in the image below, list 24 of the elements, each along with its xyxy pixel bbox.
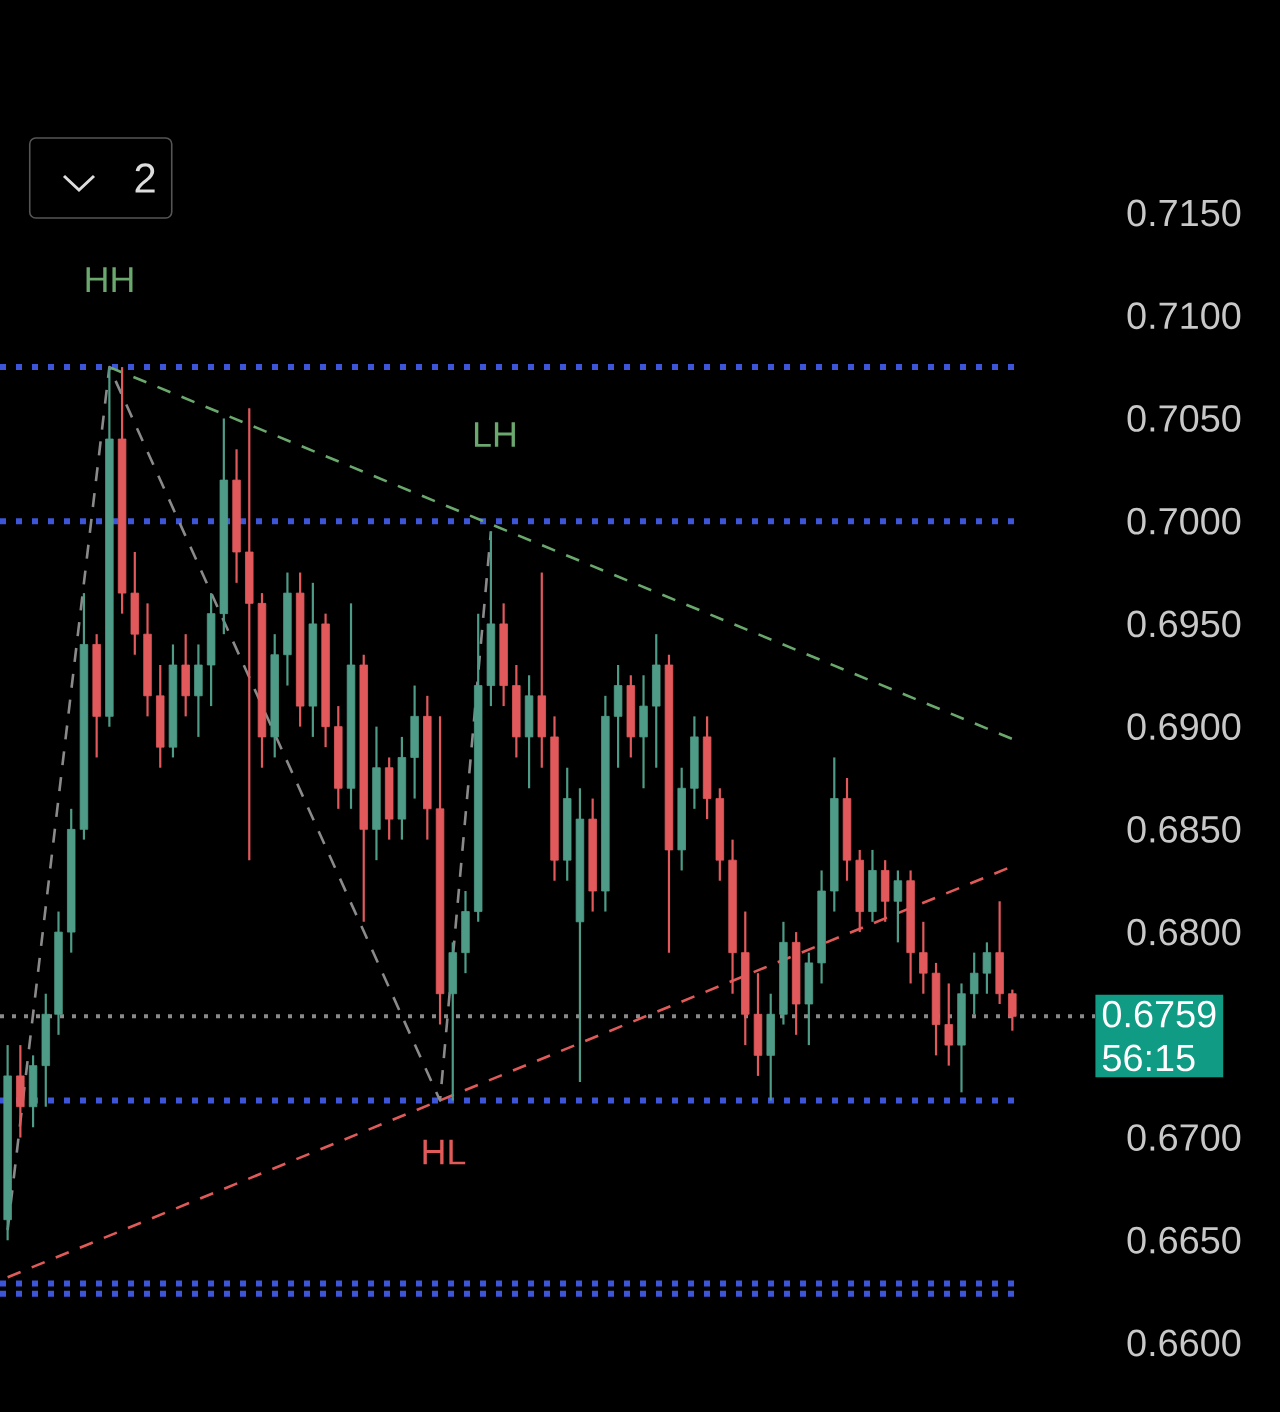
- candlestick: [944, 982, 953, 1067]
- candlestick: [245, 407, 254, 862]
- annotation: LH: [474, 422, 515, 447]
- y-tick-label: 0.6650: [1127, 1226, 1241, 1254]
- annotation: HH: [86, 267, 133, 293]
- text: 2: [135, 163, 155, 193]
- y-tick-label: 0.6850: [1127, 815, 1241, 843]
- y-tick-label: 0.6900: [1127, 713, 1241, 741]
- y-tick-label: 0.7100: [1127, 302, 1241, 330]
- candlestick: [919, 920, 928, 995]
- candlestick: [893, 869, 903, 944]
- candlestick: [969, 951, 979, 1016]
- y-tick-label: 0.6800: [1127, 918, 1241, 946]
- candlestick: [982, 941, 992, 995]
- y-tick-label: 0.6950: [1127, 610, 1241, 638]
- y-tick-label: 0.7050: [1127, 405, 1241, 432]
- y-tick-label: 0.7000: [1127, 507, 1241, 535]
- text: 56:15: [1102, 1044, 1195, 1072]
- candlestick: [1008, 988, 1017, 1032]
- ref-line-label: 0.6759: [1102, 1000, 1216, 1028]
- y-tick-label: 0.7150: [1127, 199, 1241, 227]
- annotation: HL: [423, 1139, 466, 1165]
- y-tick-label: 0.6600: [1127, 1329, 1241, 1357]
- y-tick-label: 0.6700: [1127, 1124, 1241, 1151]
